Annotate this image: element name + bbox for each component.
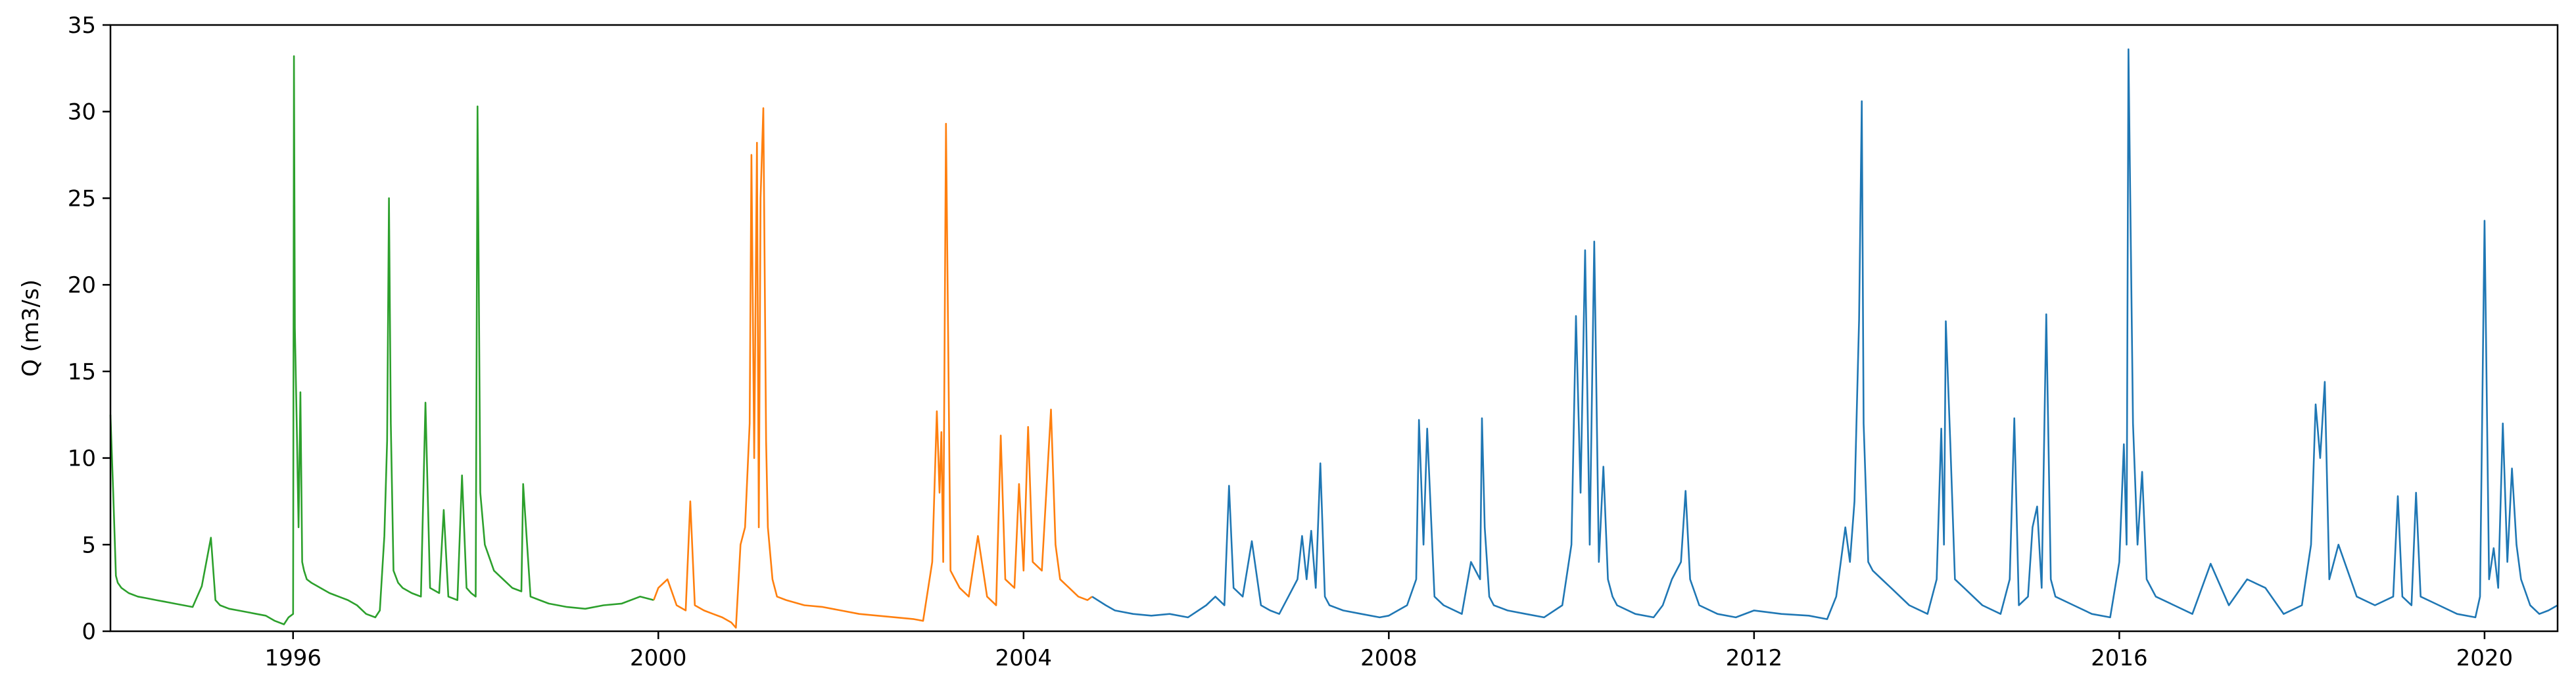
y-tick-label: 0 (82, 619, 96, 645)
x-tick-label: 2008 (1360, 645, 1418, 671)
y-tick-label: 5 (82, 532, 96, 558)
y-tick-label: 20 (68, 272, 96, 299)
x-tick-label: 2020 (2456, 645, 2514, 671)
x-tick-label: 1996 (264, 645, 322, 671)
y-tick-label: 30 (68, 99, 96, 126)
y-tick-label: 35 (68, 12, 96, 39)
y-axis-label: Q (m3/s) (18, 279, 44, 377)
series-line-0 (109, 55, 654, 625)
x-tick-label: 2000 (630, 645, 687, 671)
y-tick-label: 15 (68, 359, 96, 385)
series-line-2 (1091, 48, 2558, 620)
y-tick-label: 25 (68, 185, 96, 212)
plot-frame (109, 24, 2559, 633)
y-axis: 0 5 10 15 20 25 30 35 (68, 12, 110, 645)
series-line-1 (653, 107, 1093, 629)
x-axis: 1996 2000 2004 2008 2012 2016 2020 (264, 631, 2513, 671)
series-layer (109, 48, 2558, 629)
x-tick-label: 2012 (1726, 645, 1783, 671)
x-tick-label: 2016 (2091, 645, 2148, 671)
x-tick-label: 2004 (995, 645, 1053, 671)
y-tick-label: 10 (68, 446, 96, 472)
